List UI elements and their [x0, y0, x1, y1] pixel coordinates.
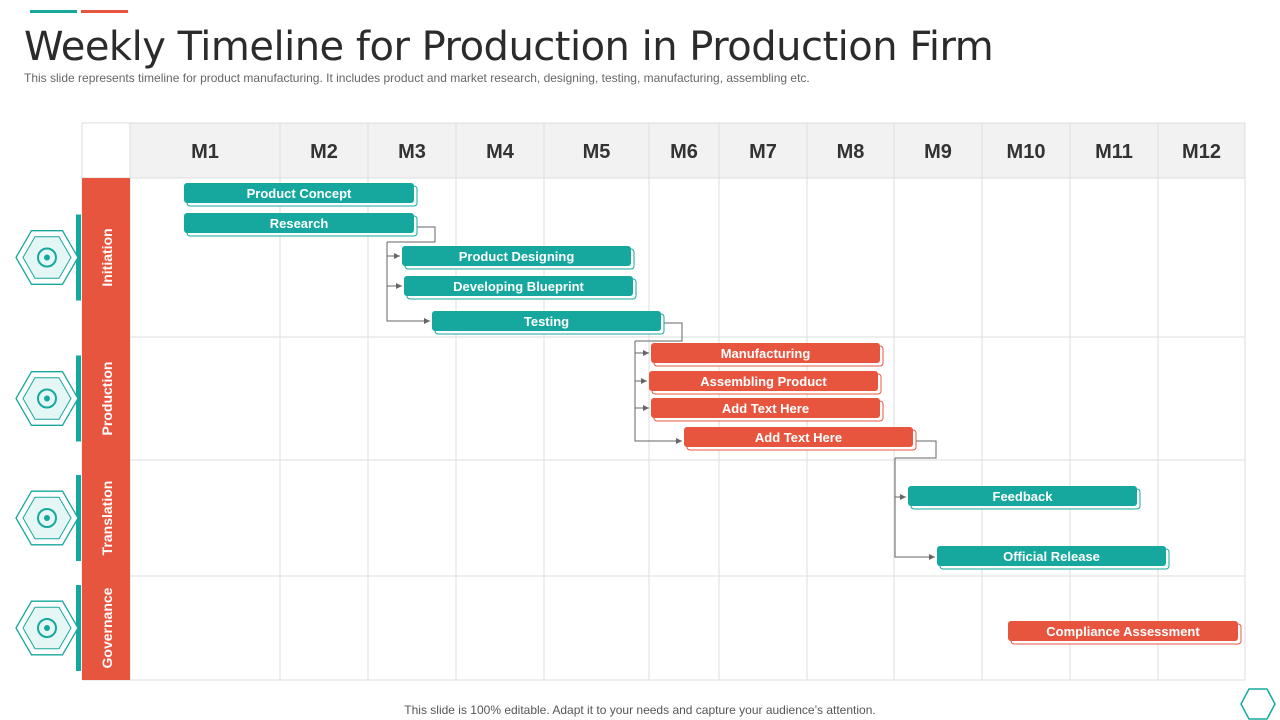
month-label: M12: [1182, 141, 1221, 163]
task-bar-fill: [184, 213, 414, 233]
task-label: Compliance Assessment: [1046, 624, 1200, 639]
hands-people-icon: [15, 600, 79, 656]
connector-line: [387, 226, 436, 243]
month-label: M4: [486, 141, 515, 163]
arrow-head: [424, 318, 430, 324]
page-subtitle: This slide represents timeline for produ…: [24, 71, 810, 85]
task-label: Testing: [524, 314, 569, 329]
task-bar-fill: [651, 398, 880, 418]
connector-line: [894, 458, 935, 558]
page-title: Weekly Timeline for Production in Produc…: [24, 24, 994, 70]
dependency-connectors: [386, 226, 937, 560]
task-bar-fill: [684, 427, 913, 447]
task-label: Developing Blueprint: [453, 279, 584, 294]
task-bar: Developing Blueprint: [404, 276, 637, 300]
month-label: M6: [670, 141, 698, 163]
phase-bar: [82, 576, 130, 680]
month-label: M10: [1007, 141, 1046, 163]
arrow-head: [641, 378, 647, 384]
gantt-chart: M1 M2 M3 M4 M5 M6 M7 M8 M9 M10 M11 M12 Initiation Pro…: [15, 122, 1246, 681]
connector-line: [386, 242, 430, 322]
arrow-head: [394, 253, 400, 259]
task-bar: Product Designing: [402, 246, 635, 270]
task-label: Add Text Here: [722, 401, 809, 416]
task-label: Add Text Here: [755, 430, 842, 445]
task-bar: Compliance Assessment: [1008, 621, 1242, 645]
month-label: M3: [398, 141, 426, 163]
task-label: Official Release: [1003, 549, 1100, 564]
phase-label: Production: [99, 362, 115, 436]
month-label: M2: [310, 141, 338, 163]
month-label: M5: [583, 141, 611, 163]
phase-bar: [82, 460, 130, 576]
task-label: Manufacturing: [721, 346, 811, 361]
accent-bar-teal: [30, 10, 77, 13]
month-label: M1: [191, 141, 219, 163]
task-label: Product Designing: [459, 249, 575, 264]
task-bar-fill: [404, 276, 633, 296]
connector-line: [635, 322, 683, 342]
arrow-head: [643, 405, 649, 411]
arrow-head: [643, 350, 649, 356]
task-bar: Add Text Here: [684, 427, 917, 451]
month-label: M9: [924, 141, 952, 163]
task-bar-fill: [184, 183, 414, 203]
month-label: M8: [837, 141, 865, 163]
task-bar-fill: [908, 486, 1137, 506]
task-label: Assembling Product: [700, 374, 827, 389]
phase-label: Governance: [99, 587, 115, 668]
task-bar-fill: [402, 246, 631, 266]
arrow-head: [396, 283, 402, 289]
month-header-background: [130, 123, 1245, 178]
phase-label: Translation: [99, 481, 115, 556]
task-bar-fill: [432, 311, 661, 331]
refresh-gear-icon: [15, 490, 79, 546]
task-bar-fill: [649, 371, 878, 391]
task-bar-fill: [937, 546, 1166, 566]
task-bar: Product Concept: [184, 183, 418, 207]
month-label: M11: [1095, 141, 1133, 163]
month-label: M7: [749, 141, 777, 163]
arrow-head: [929, 554, 935, 560]
phase-label: Initiation: [99, 228, 115, 286]
arrow-head: [676, 438, 682, 444]
rocket-icon: [15, 230, 79, 285]
task-label: Product Concept: [247, 186, 352, 201]
task-bar: Feedback: [908, 486, 1141, 510]
task-bar: Manufacturing: [651, 343, 884, 367]
task-bar-fill: [1008, 621, 1238, 641]
task-bar: Add Text Here: [651, 398, 884, 422]
task-bar: Assembling Product: [649, 371, 882, 395]
connector-line: [895, 440, 937, 459]
task-label: Research: [270, 216, 329, 231]
task-bar-fill: [651, 343, 880, 363]
footer-note: This slide is 100% editable. Adapt it to…: [404, 703, 876, 717]
task-bar: Research: [184, 213, 418, 237]
task-bar: Official Release: [937, 546, 1170, 570]
phase-bar: [82, 337, 130, 460]
arrow-head: [900, 494, 906, 500]
phase-bar: [82, 178, 130, 337]
task-label: Feedback: [993, 489, 1054, 504]
task-bar: Testing: [432, 311, 665, 335]
accent-bar-red: [81, 10, 128, 13]
connector-line: [634, 341, 682, 442]
conveyor-gears-icon: [15, 371, 79, 426]
corner-hexagon-icon: [1240, 688, 1276, 720]
